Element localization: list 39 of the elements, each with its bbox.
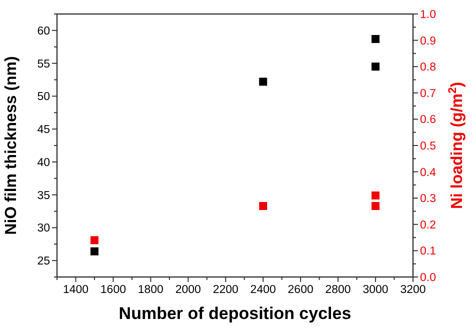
point	[90, 236, 98, 244]
y2-tick-label: 0.6	[420, 114, 436, 126]
y-tick-label: 25	[37, 256, 50, 268]
x-tick-label: 1400	[62, 284, 89, 296]
y-tick-label: 40	[37, 156, 50, 169]
y2-tick-label: 0.1	[420, 246, 436, 258]
x-tick-label: 2400	[250, 284, 276, 296]
x-tick-label: 3000	[362, 284, 388, 296]
y2-tick-label: 1.0	[420, 9, 436, 21]
y2-tick-label: 0.0	[420, 272, 436, 284]
y-tick-label: 60	[37, 25, 50, 38]
y-tick-label: 55	[37, 58, 50, 70]
y-tick-label: 50	[37, 91, 50, 104]
y-axis-title: NiO film thickness (nm)	[3, 56, 20, 235]
x-axis-title: Number of deposition cycles	[118, 304, 352, 323]
x-tick-label: 1800	[138, 284, 164, 296]
x-tick-label: 2800	[325, 284, 351, 296]
y2-tick-label: 0.5	[420, 140, 436, 152]
x-tick-label: 1600	[100, 284, 126, 296]
y2-tick-label: 0.4	[420, 166, 437, 179]
point	[372, 34, 380, 43]
x-tick-label: 2200	[212, 284, 238, 296]
y2-tick-label: 0.7	[420, 88, 436, 100]
y2-tick-label: 0.3	[420, 193, 436, 206]
point	[90, 247, 98, 256]
x-tick-label: 2000	[175, 284, 201, 296]
point	[372, 202, 380, 210]
y-tick-label: 35	[37, 190, 50, 202]
y2-tick-label: 0.9	[420, 35, 436, 48]
y2-tick-label: 0.8	[420, 62, 436, 74]
y-tick-label: 30	[37, 222, 50, 235]
y-tick-label: 45	[37, 124, 50, 136]
point	[259, 78, 268, 86]
point	[372, 191, 380, 200]
x-tick-label: 3200	[400, 284, 426, 296]
y2-tick-label: 0.2	[420, 219, 436, 232]
x-tick-label: 2600	[288, 284, 314, 296]
point	[259, 202, 268, 210]
point	[372, 62, 380, 71]
